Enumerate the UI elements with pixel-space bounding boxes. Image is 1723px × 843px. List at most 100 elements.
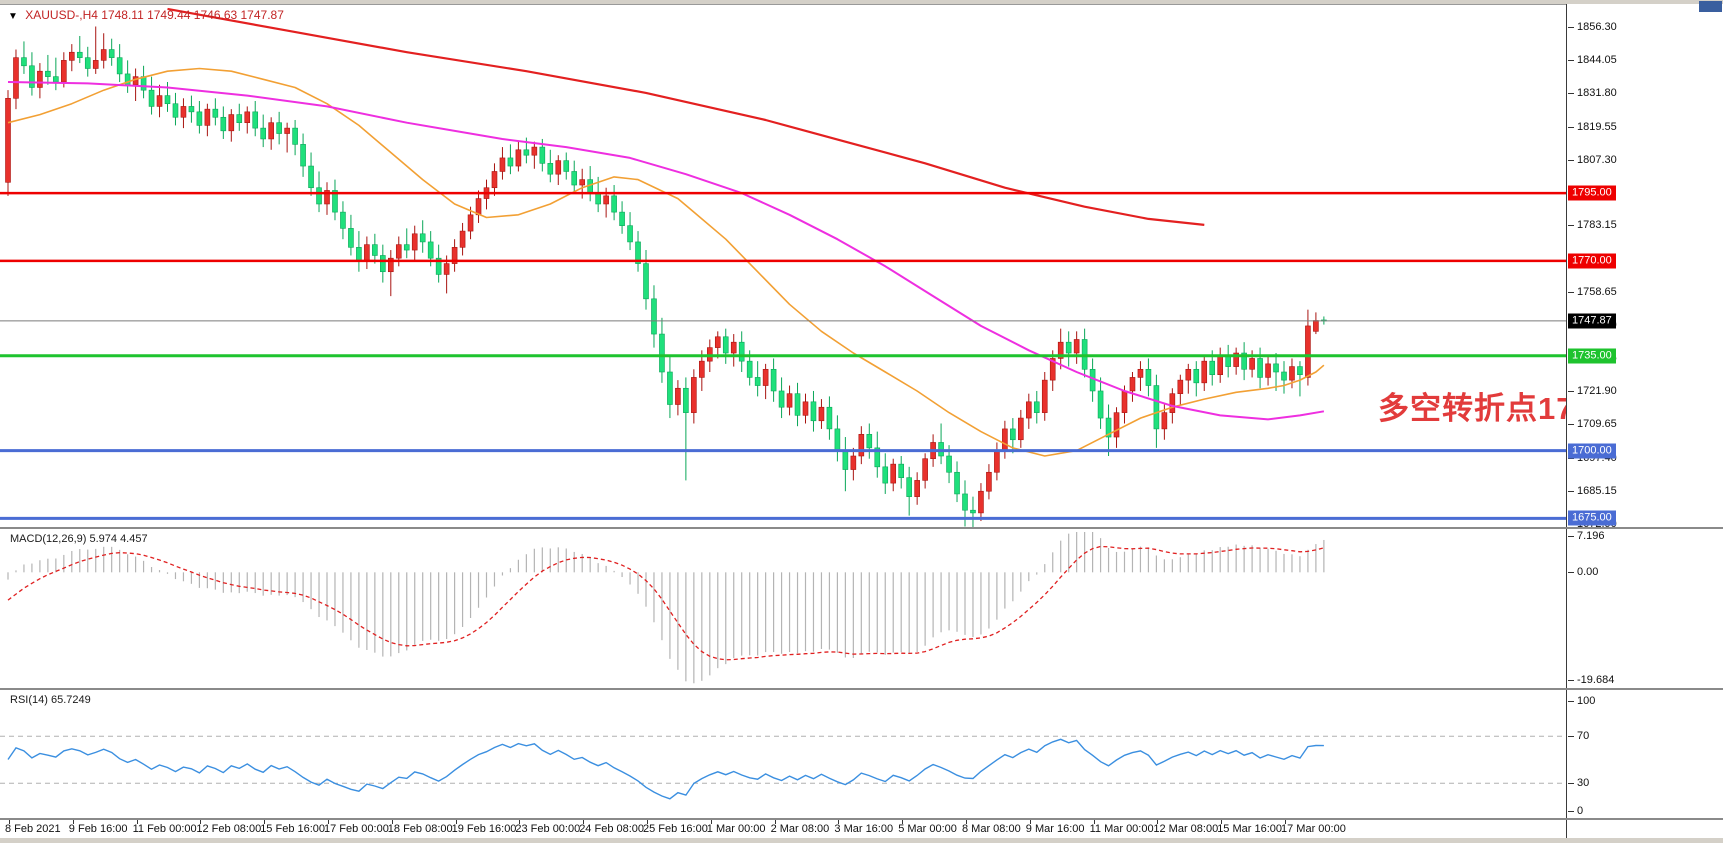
macd-label: MACD(12,26,9) 5.974 4.457 <box>10 533 148 545</box>
candle-down <box>722 336 729 354</box>
time-label: 3 Mar 16:00 <box>834 823 894 835</box>
pane-separator[interactable] <box>0 688 1723 690</box>
candle-down <box>84 57 91 69</box>
price-tick-label: 1783.15 <box>1568 219 1617 232</box>
candle-down <box>1225 355 1231 367</box>
candle-down <box>419 233 426 243</box>
candle-down <box>308 165 314 189</box>
time-label: 15 Feb 16:00 <box>260 823 326 835</box>
candle-down <box>21 57 27 67</box>
candle-down <box>1033 401 1040 413</box>
candle-down <box>427 241 434 259</box>
macd-values: 5.974 4.457 <box>89 533 148 545</box>
candle-down <box>116 57 123 75</box>
candle-up <box>459 230 466 248</box>
rsi-canvas[interactable] <box>0 691 1566 818</box>
candle-up <box>978 490 984 514</box>
macd-canvas[interactable] <box>0 530 1566 688</box>
macd-pane[interactable] <box>0 530 1566 688</box>
annotation-text: 多空转折点1735 <box>1378 391 1566 426</box>
time-tick <box>966 820 967 824</box>
time-label: 24 Feb 08:00 <box>579 823 645 835</box>
candle-down <box>507 157 514 167</box>
candle-up <box>1289 366 1295 381</box>
candle-up <box>1137 368 1144 378</box>
candle-up <box>411 233 418 251</box>
candle-down <box>738 341 745 362</box>
candle-down <box>1241 352 1247 370</box>
time-tick <box>1029 820 1031 824</box>
window-bottom-strip <box>0 838 1723 843</box>
time-label: 11 Mar 00:00 <box>1089 823 1154 835</box>
time-tick <box>710 820 712 824</box>
candle-up <box>1233 352 1239 367</box>
level-price-badge[interactable]: 1795.00 <box>1568 185 1616 201</box>
candle-down <box>1153 385 1160 430</box>
main-chart-pane[interactable]: 多空转折点1735 <box>0 4 1566 527</box>
candle-up <box>890 463 897 484</box>
candle-down <box>1257 358 1263 378</box>
pane-separator[interactable] <box>0 527 1723 529</box>
pane-separator[interactable] <box>0 818 1723 820</box>
candle-down <box>220 116 227 132</box>
candle-down <box>667 371 673 405</box>
time-axis[interactable]: 8 Feb 2021 9 Feb 16:00 11 Feb 00:00 12 Feb … <box>0 820 1723 838</box>
macd-axis[interactable]: 7.196 0.00 -19.684 <box>1567 530 1723 688</box>
candle-down <box>172 103 179 118</box>
candle-down <box>53 76 59 83</box>
time-label: 8 Mar 08:00 <box>962 823 1021 835</box>
symbol-dropdown-icon[interactable]: ▼ <box>8 11 18 22</box>
macd-axis-label: -19.684 <box>1567 674 1615 686</box>
price-tick-label: 1831.80 <box>1568 87 1617 100</box>
candle-up <box>762 368 769 386</box>
macd-axis-label: 0.00 <box>1567 566 1599 579</box>
candle-down <box>563 160 570 172</box>
candle-up <box>37 70 43 88</box>
level-price-badge[interactable]: 1700.00 <box>1568 443 1616 459</box>
candle-up <box>92 60 99 69</box>
time-label: 18 Feb 08:00 <box>387 823 453 835</box>
candle-down <box>547 163 554 175</box>
candle-down <box>300 144 306 167</box>
macd-signal-line <box>7 545 1325 661</box>
candle-up <box>994 450 1000 473</box>
time-tick <box>200 820 202 824</box>
rsi-line <box>7 738 1324 800</box>
rsi-axis[interactable]: 100 70 30 0 <box>1567 691 1723 818</box>
candle-down <box>292 127 298 145</box>
candle-up <box>1049 358 1056 381</box>
candle-up <box>699 360 705 378</box>
level-price-badge[interactable]: 1675.00 <box>1568 510 1616 526</box>
symbol-quote-bar: ▼ XAUUSD-,H4 1748.11 1749.44 1746.63 174… <box>8 8 284 22</box>
candle-up <box>579 179 586 186</box>
rsi-pane[interactable] <box>0 691 1566 818</box>
time-label: 15 Mar 16:00 <box>1217 823 1283 835</box>
candle-down <box>1297 366 1303 376</box>
price-axis[interactable]: 1856.30 1844.05 1831.80 1819.55 1807.30 1783.… <box>1567 4 1723 530</box>
level-price-badge[interactable]: 1735.00 <box>1568 348 1616 364</box>
candle-up <box>555 160 562 175</box>
candle-up <box>499 157 506 172</box>
candle-down <box>826 406 833 430</box>
candle-up <box>1073 339 1080 354</box>
price-tick-label: 1844.05 <box>1568 54 1617 67</box>
time-label: 17 Feb 00:00 <box>324 823 389 835</box>
candle-up <box>244 111 251 123</box>
time-tick <box>583 820 585 824</box>
candle-up <box>395 244 402 259</box>
candle-down <box>651 298 657 335</box>
candle-up <box>1002 428 1008 451</box>
level-price-badge[interactable]: 1770.00 <box>1568 253 1616 269</box>
candle-up <box>180 106 187 118</box>
main-chart-canvas[interactable] <box>0 4 1566 527</box>
candle-down <box>627 225 633 243</box>
price-tick-label: 1758.65 <box>1568 285 1617 298</box>
candle-up <box>5 98 11 183</box>
time-tick <box>455 820 457 824</box>
rsi-axis-label: 70 <box>1567 730 1590 743</box>
axis-corner-button[interactable] <box>1699 1 1722 12</box>
time-tick <box>9 820 10 824</box>
time-tick <box>1157 820 1159 824</box>
candle-down <box>164 95 171 105</box>
